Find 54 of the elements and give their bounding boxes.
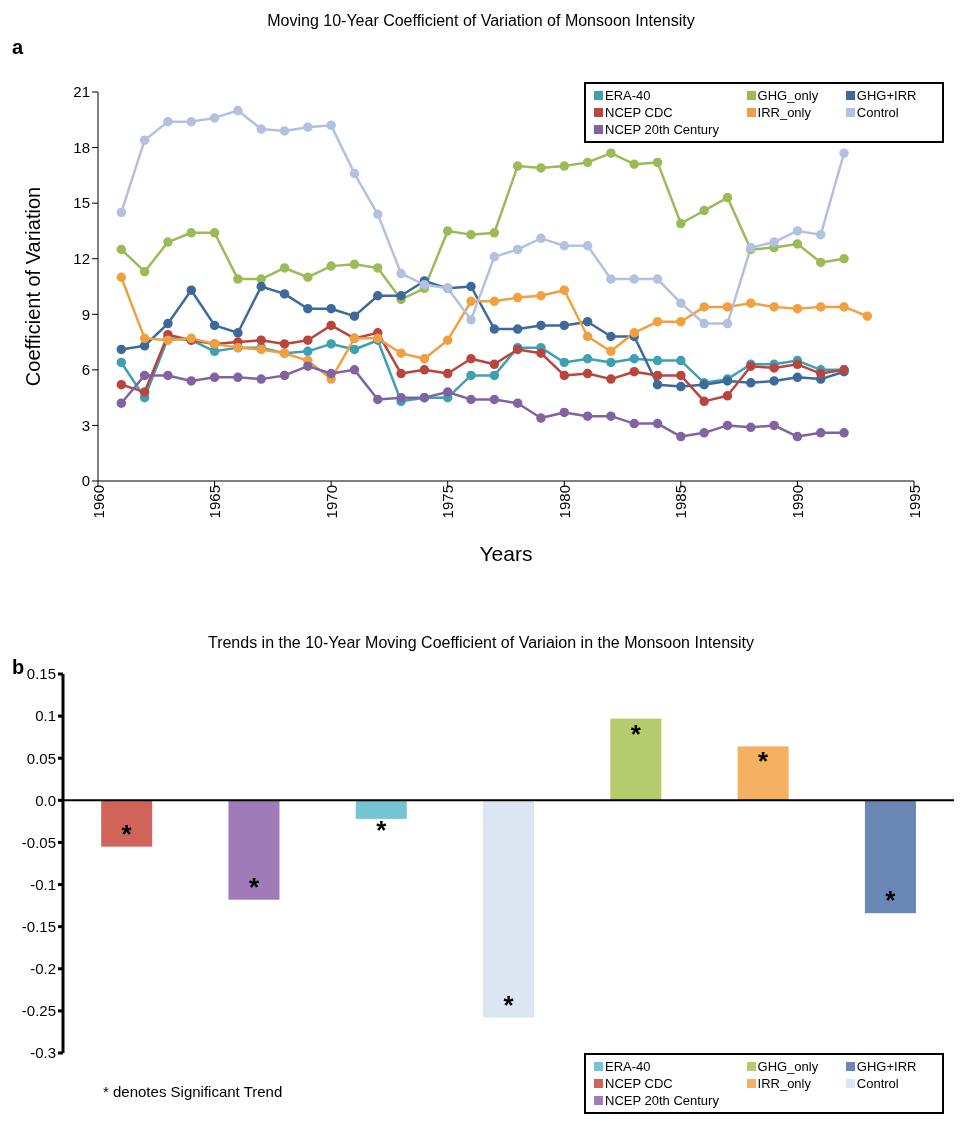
legend-label: GHG+IRR	[855, 88, 918, 103]
x-tick-label: 1990	[789, 485, 807, 519]
y-tick-label: 0.15	[26, 665, 56, 683]
legend-label: Control	[855, 1076, 900, 1091]
chart-title: Moving 10-Year Coefficient of Variation of Monsoon Intensity	[267, 12, 695, 29]
legend-label: NCEP CDC	[604, 1076, 674, 1091]
y-tick-label: 21	[73, 83, 90, 101]
y-tick-label: 0	[81, 472, 90, 490]
legend-label: ERA-40	[604, 1059, 652, 1074]
legend-label: ERA-40	[604, 88, 652, 103]
data-label: *	[248, 871, 260, 902]
legend-label: GHG_only	[756, 88, 820, 103]
text: * denotes Significant Trend	[103, 1083, 283, 1100]
legend-label: Control	[855, 105, 900, 120]
y-tick-label: 0.05	[26, 749, 56, 767]
legend-label: NCEP 20th Century	[604, 122, 720, 137]
text: a	[12, 36, 24, 59]
y-tick-label: -0.25	[21, 1002, 56, 1020]
text: b	[12, 656, 25, 679]
chart-title: Trends in the 10-Year Moving Coefficient of Variaion in the Monsoon Intensity	[207, 634, 755, 651]
x-tick-label: 1965	[206, 485, 224, 519]
data-label: *	[503, 989, 515, 1020]
y-tick-label: 15	[73, 194, 90, 212]
legend-label: IRR_only	[756, 1076, 812, 1091]
x-axis-title: Years	[479, 542, 533, 565]
y-tick-label: -0.2	[30, 960, 56, 978]
y-tick-label: -0.05	[21, 833, 56, 851]
y-tick-label: 3	[81, 416, 90, 434]
legend-label: IRR_only	[756, 105, 812, 120]
y-tick-label: 18	[73, 138, 90, 156]
y-tick-label: -0.15	[21, 917, 56, 935]
legend-label: NCEP CDC	[604, 105, 674, 120]
y-tick-label: 9	[81, 305, 90, 323]
data-label: *	[121, 818, 133, 849]
y-tick-label: -0.1	[30, 875, 56, 893]
x-tick-label: 1960	[89, 485, 107, 519]
x-tick-label: 1995	[905, 485, 923, 519]
legend-label: GHG_only	[756, 1059, 820, 1074]
y-tick-label: 6	[81, 361, 90, 379]
legend-label: GHG+IRR	[855, 1059, 918, 1074]
y-tick-label: 0.0	[35, 791, 56, 809]
data-label: *	[630, 718, 642, 749]
data-label: *	[758, 746, 770, 777]
x-tick-label: 1980	[555, 485, 573, 519]
legend-label: NCEP 20th Century	[604, 1093, 720, 1108]
y-tick-label: 0.1	[35, 707, 56, 725]
data-label: *	[885, 885, 897, 916]
x-tick-label: 1970	[322, 485, 340, 519]
x-tick-label: 1975	[439, 485, 457, 519]
y-axis-title: Coefficient of Variation	[22, 186, 45, 387]
x-tick-label: 1985	[672, 485, 690, 519]
y-tick-label: 12	[73, 250, 90, 268]
data-label: *	[376, 814, 388, 845]
y-tick-label: -0.3	[30, 1044, 56, 1062]
